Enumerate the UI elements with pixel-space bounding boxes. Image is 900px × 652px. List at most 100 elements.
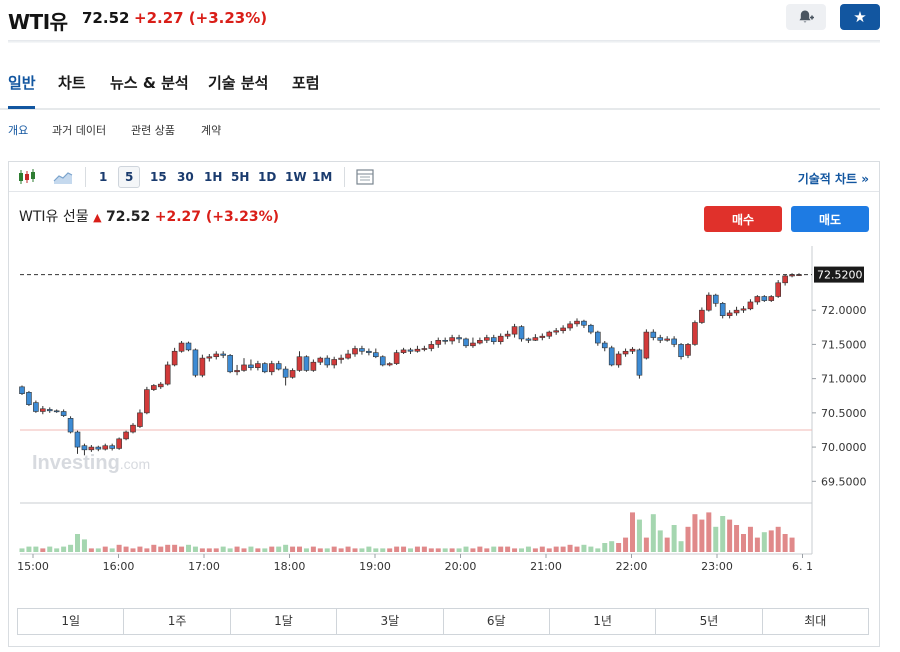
data-table-icon[interactable] xyxy=(356,169,374,185)
volume-bar xyxy=(366,546,372,552)
volume-bar xyxy=(498,546,504,552)
volume-bar xyxy=(616,543,622,552)
volume-bar xyxy=(421,546,427,552)
candle-body xyxy=(733,309,740,314)
candlestick-icon[interactable] xyxy=(17,168,37,186)
candle-body xyxy=(331,359,337,366)
subtab-related-products[interactable]: 관련 상품 xyxy=(131,124,175,137)
candle-body xyxy=(289,370,296,378)
bell-plus-icon xyxy=(799,10,814,23)
candle-body xyxy=(144,389,150,414)
volume-bar xyxy=(532,548,538,552)
volume-bar xyxy=(706,512,712,552)
candle-body xyxy=(553,330,559,333)
timeframe-1d[interactable]: 1D xyxy=(258,170,277,184)
candle-body xyxy=(234,370,240,373)
candle-body xyxy=(206,356,213,359)
candle-body xyxy=(636,349,643,376)
timeframe-30[interactable]: 30 xyxy=(177,170,194,184)
candle-body xyxy=(595,331,601,344)
price-tick-label: 71.0000 xyxy=(821,373,867,386)
volume-bar xyxy=(470,548,476,552)
volume-bar xyxy=(40,548,46,552)
volume-bar xyxy=(88,548,94,552)
volume-bar xyxy=(699,519,705,552)
candle-body xyxy=(296,356,303,371)
time-tick-label: 19:00 xyxy=(359,560,391,573)
candle-body xyxy=(171,350,178,366)
candle-body xyxy=(199,357,206,376)
add-alert-button[interactable] xyxy=(786,4,826,30)
candle-body xyxy=(421,348,428,350)
timeframe-1[interactable]: 1 xyxy=(99,170,108,184)
timeframe-5[interactable]: 5 xyxy=(118,166,141,188)
range-1m[interactable]: 1달 xyxy=(231,609,338,634)
range-6m[interactable]: 6달 xyxy=(444,609,550,634)
subtab-historical-data[interactable]: 과거 데이터 xyxy=(52,124,107,137)
tab-technical-analysis[interactable]: 기술 분석 xyxy=(208,74,269,92)
volume-bar xyxy=(414,546,420,552)
area-chart-icon[interactable] xyxy=(53,169,73,185)
buy-button[interactable]: 매수 xyxy=(704,206,782,232)
timeframe-5h[interactable]: 5H xyxy=(231,170,250,184)
candle-body xyxy=(539,335,546,338)
volume-bar xyxy=(761,532,767,552)
timeframe-1m[interactable]: 1M xyxy=(312,170,333,184)
candle-body xyxy=(130,424,136,433)
volume-bar xyxy=(303,548,309,552)
range-max[interactable]: 최대 xyxy=(804,614,827,628)
tab-forum[interactable]: 포럼 xyxy=(292,74,320,92)
range-1w[interactable]: 1주 xyxy=(124,609,231,634)
volume-bar xyxy=(623,537,629,552)
volume-bar xyxy=(484,548,490,552)
volume-bar xyxy=(283,544,289,552)
volume-bar xyxy=(172,544,178,552)
candle-body xyxy=(40,408,46,412)
range-1d[interactable]: 1일 xyxy=(18,609,125,634)
timeframe-1h[interactable]: 1H xyxy=(204,170,223,184)
candle-body xyxy=(241,364,247,371)
timeframe-15[interactable]: 15 xyxy=(150,170,167,184)
candle-body xyxy=(601,342,608,349)
price-chart[interactable]: Investing.com 72.0000 71.5000 71.0000 70.500… xyxy=(17,246,873,576)
candle-body xyxy=(379,356,386,366)
range-3m[interactable]: 3달 xyxy=(337,609,444,634)
candle-body xyxy=(248,364,254,368)
candle-body xyxy=(685,344,691,356)
timeframe-1w[interactable]: 1W xyxy=(285,170,307,184)
candle-body xyxy=(116,438,122,449)
technical-chart-link[interactable]: 기술적 차트 » xyxy=(797,172,869,186)
candle-body xyxy=(123,431,129,440)
tab-chart[interactable]: 차트 xyxy=(58,74,86,92)
candle-body xyxy=(88,446,95,451)
candle-body xyxy=(567,323,573,329)
price-tick-label: 71.5000 xyxy=(821,338,867,351)
volume-bar xyxy=(734,525,740,552)
candle-body xyxy=(137,412,143,427)
candle-body xyxy=(178,342,185,352)
volume-bar xyxy=(685,526,691,552)
watchlist-button[interactable]: ★ xyxy=(840,4,880,30)
volume-bar xyxy=(26,546,32,552)
subtab-contracts[interactable]: 계약 xyxy=(201,124,222,137)
last-price-label: 72.5200 xyxy=(817,269,863,282)
range-1y[interactable]: 1년 xyxy=(550,609,657,634)
volume-bar xyxy=(768,530,774,552)
candle-body xyxy=(33,402,39,412)
volume-bar xyxy=(324,548,330,552)
candle-body xyxy=(102,445,109,450)
range-5y[interactable]: 5년 xyxy=(656,609,763,634)
candle-body xyxy=(525,338,532,341)
candle-body xyxy=(497,335,504,342)
volume-bar xyxy=(317,548,323,552)
toolbar-separator xyxy=(344,167,345,187)
subtab-overview[interactable]: 개요 xyxy=(8,124,29,137)
tab-news-analysis[interactable]: 뉴스 & 분석 xyxy=(110,74,189,92)
volume-bar xyxy=(525,546,531,552)
tab-general[interactable]: 일반 xyxy=(8,74,36,92)
candle-body xyxy=(366,350,372,353)
candle-body xyxy=(754,296,761,303)
volume-bar xyxy=(33,546,39,552)
sell-button[interactable]: 매도 xyxy=(791,206,869,232)
volume-bar xyxy=(595,548,601,552)
